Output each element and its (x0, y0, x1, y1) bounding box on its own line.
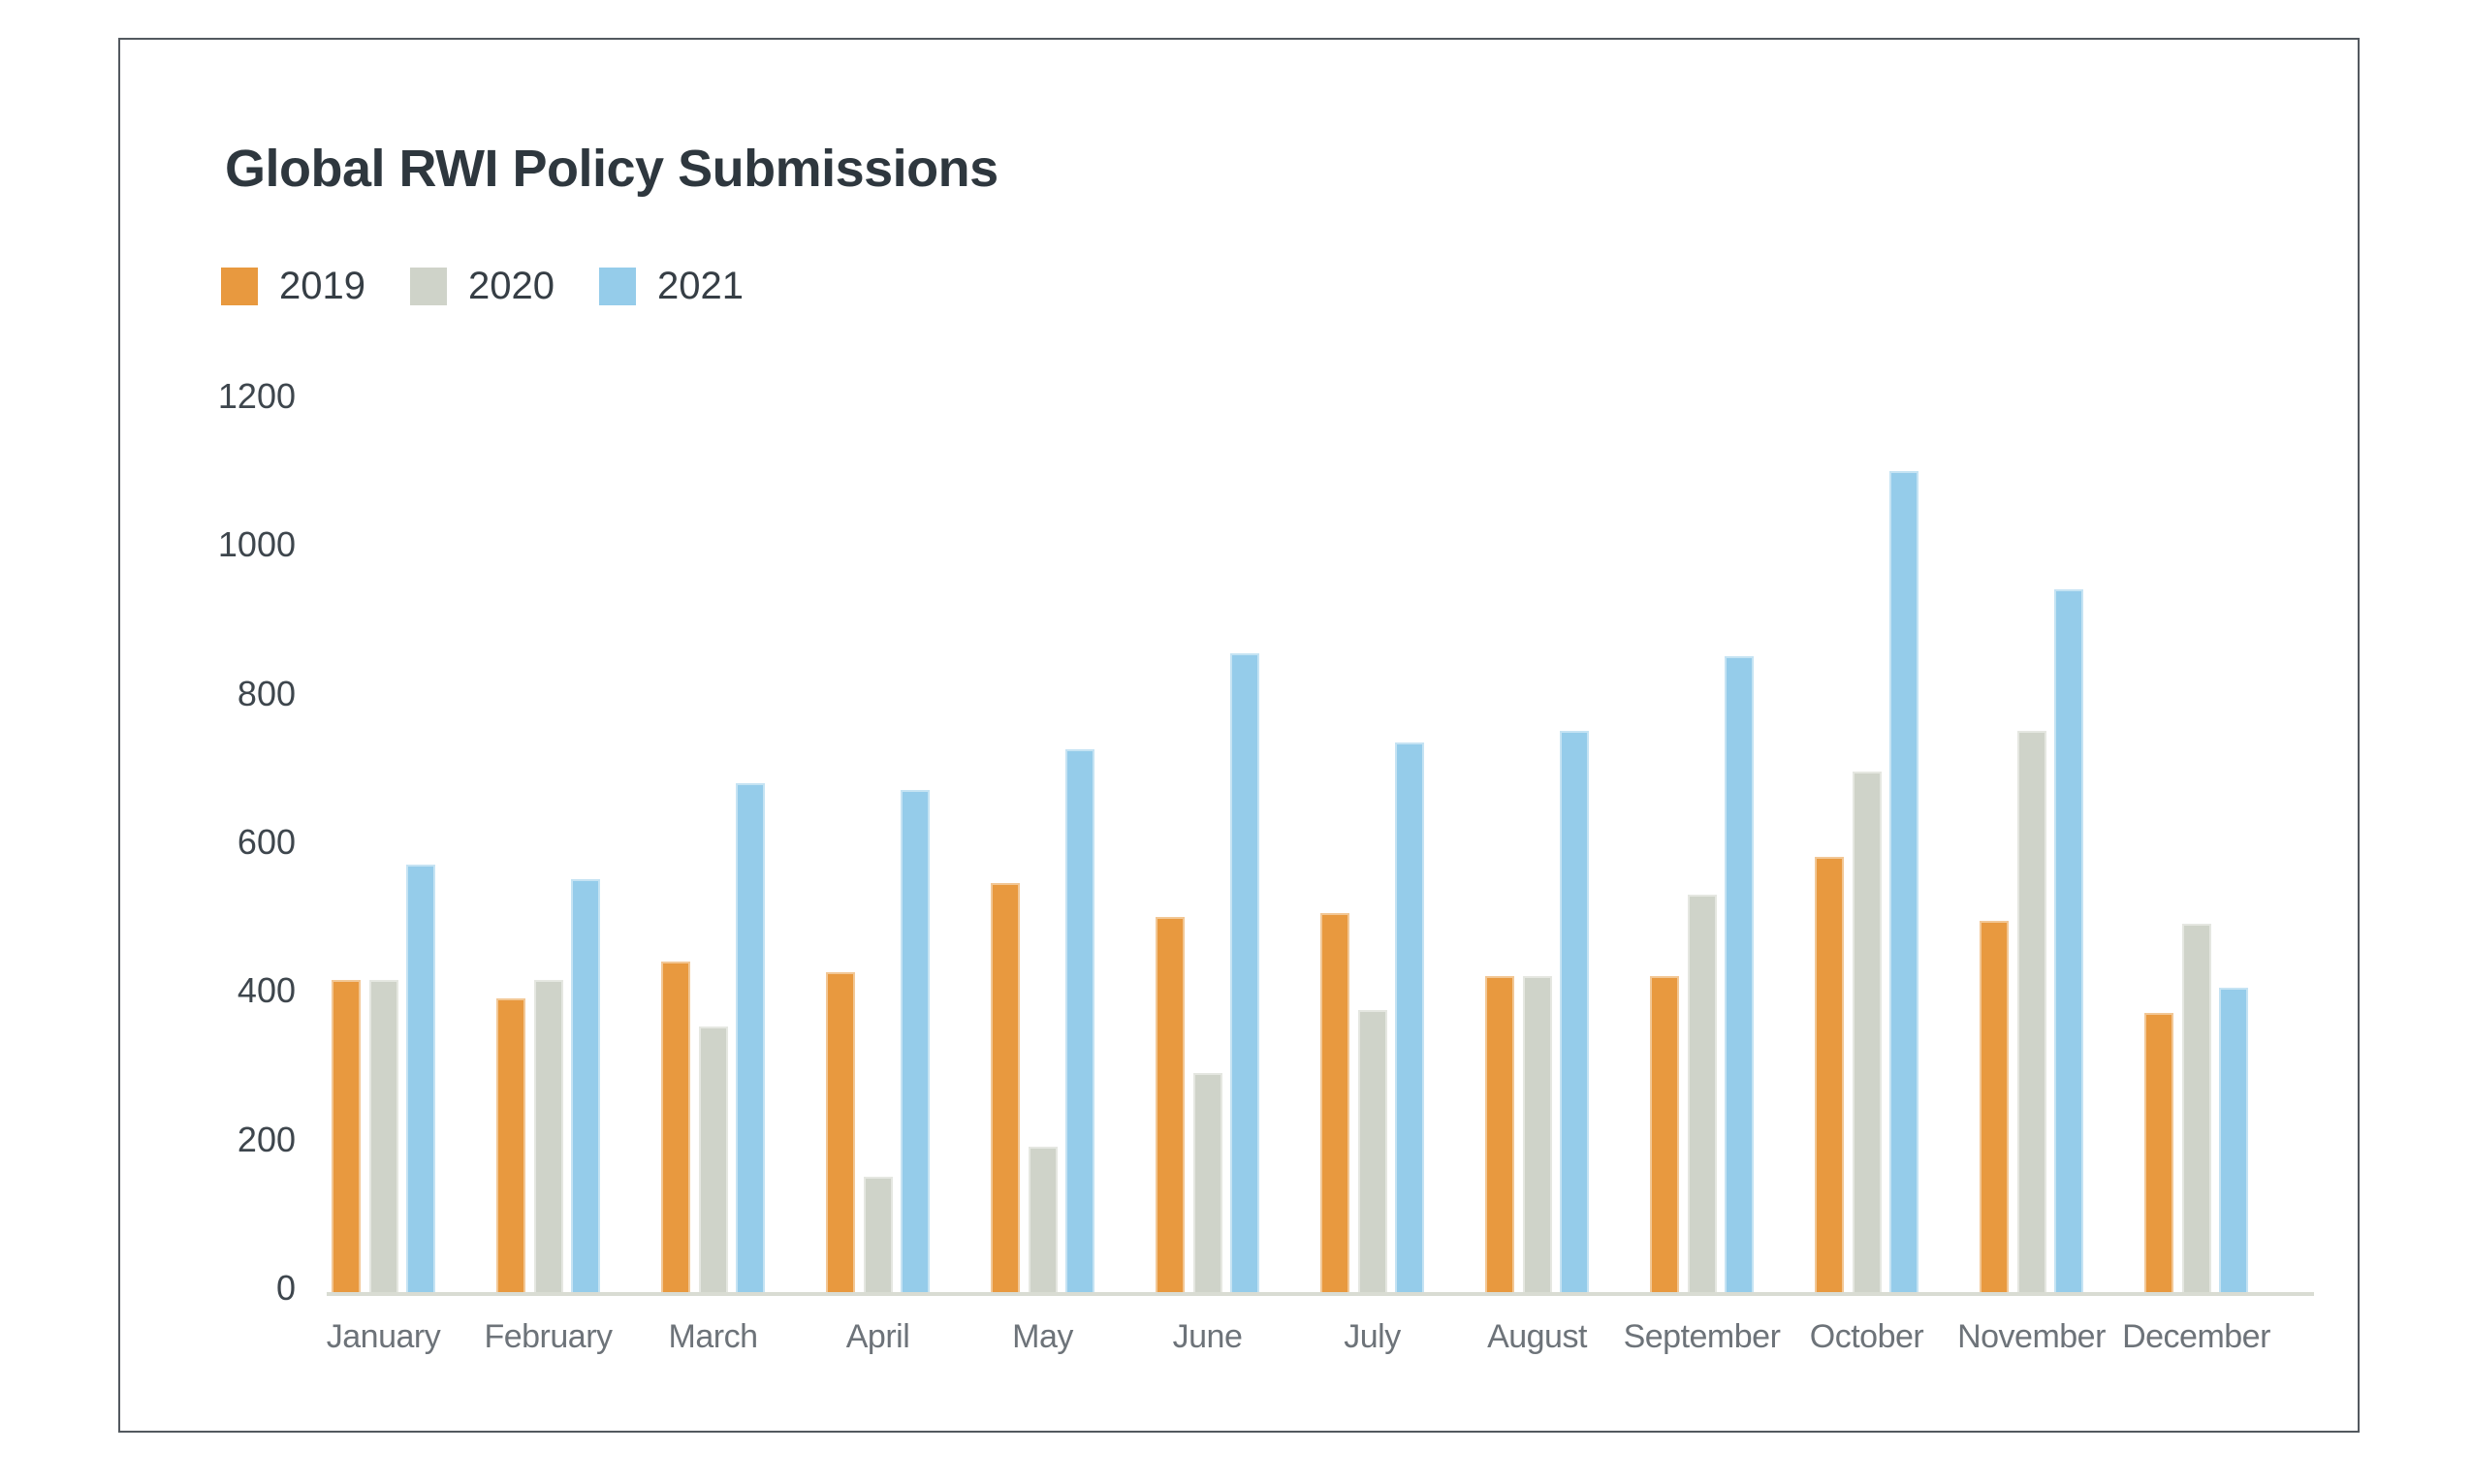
x-axis-label-january: January (326, 1318, 441, 1355)
bar-2020-may (1028, 1147, 1058, 1292)
bar-2020-august (1522, 976, 1552, 1292)
bar-2019-august (1485, 976, 1514, 1292)
y-axis-label-400: 400 (237, 970, 296, 1011)
x-axis-label-february: February (484, 1318, 613, 1355)
bar-2021-april (901, 790, 930, 1292)
x-axis-label-september: September (1623, 1318, 1781, 1355)
bar-2020-october (1852, 772, 1882, 1292)
bar-2021-january (406, 865, 435, 1292)
bar-2019-october (1815, 857, 1844, 1292)
x-axis-label-august: August (1487, 1318, 1587, 1355)
y-axis-label-200: 200 (237, 1119, 296, 1159)
bar-2021-march (736, 783, 765, 1292)
bar-2020-june (1192, 1073, 1222, 1292)
x-axis-label-november: November (1957, 1318, 2106, 1355)
bar-2020-november (2016, 731, 2046, 1292)
legend-item-2021[interactable]: 2021 (598, 265, 744, 307)
bar-2020-january (368, 980, 398, 1292)
bar-2019-january (332, 980, 361, 1292)
y-axis-label-1000: 1000 (217, 524, 296, 565)
legend-swatch-2021 (598, 267, 636, 305)
bar-2021-november (2054, 589, 2083, 1292)
bar-2021-august (1560, 731, 1589, 1292)
legend: 2019 2020 2021 (221, 267, 744, 305)
legend-item-2020[interactable]: 2020 (409, 265, 555, 307)
bar-2019-march (661, 962, 690, 1292)
bar-2020-february (533, 980, 563, 1292)
bar-2021-september (1725, 656, 1754, 1292)
x-axis-label-june: June (1172, 1318, 1243, 1355)
x-axis-label-april: April (845, 1318, 910, 1355)
legend-item-2019[interactable]: 2019 (221, 267, 365, 305)
bar-2021-october (1889, 471, 1918, 1292)
x-axis-line (327, 1292, 2314, 1296)
x-axis-label-july: July (1344, 1318, 1401, 1355)
y-axis-label-800: 800 (237, 673, 296, 713)
chart-frame: Global RWI Policy Submissions 2019 2020 20… (118, 38, 2360, 1433)
legend-label: 2021 (656, 265, 744, 307)
bar-2021-may (1065, 749, 1094, 1292)
x-axis-label-may: May (1012, 1318, 1073, 1355)
legend-label: 2020 (467, 265, 555, 307)
bar-2021-february (571, 879, 600, 1292)
bar-2021-july (1395, 742, 1424, 1292)
legend-swatch-2020 (409, 267, 447, 305)
chart-title: Global RWI Policy Submissions (225, 140, 999, 198)
bar-2021-june (1230, 653, 1259, 1292)
x-axis-label-march: March (668, 1318, 758, 1355)
y-axis-label-0: 0 (275, 1268, 296, 1308)
legend-swatch-2019 (221, 267, 258, 305)
bar-2019-may (991, 883, 1020, 1292)
bar-2020-september (1687, 895, 1717, 1292)
bar-2020-march (698, 1026, 728, 1292)
bar-2020-july (1357, 1010, 1387, 1292)
bar-2020-april (863, 1177, 893, 1292)
legend-label: 2019 (279, 265, 365, 307)
y-axis-label-600: 600 (237, 822, 296, 862)
x-axis-label-december: December (2122, 1318, 2270, 1355)
bar-2019-june (1156, 917, 1185, 1292)
bar-2019-july (1320, 913, 1349, 1292)
bar-2019-december (2144, 1013, 2173, 1292)
bar-2019-november (1980, 921, 2009, 1292)
bar-2019-february (496, 998, 525, 1292)
x-axis-label-october: October (1809, 1318, 1924, 1355)
bar-2020-december (2181, 924, 2211, 1292)
bar-2021-december (2219, 988, 2248, 1292)
bar-2019-september (1650, 976, 1679, 1292)
bar-2019-april (826, 972, 855, 1292)
y-axis-label-1200: 1200 (217, 376, 296, 416)
